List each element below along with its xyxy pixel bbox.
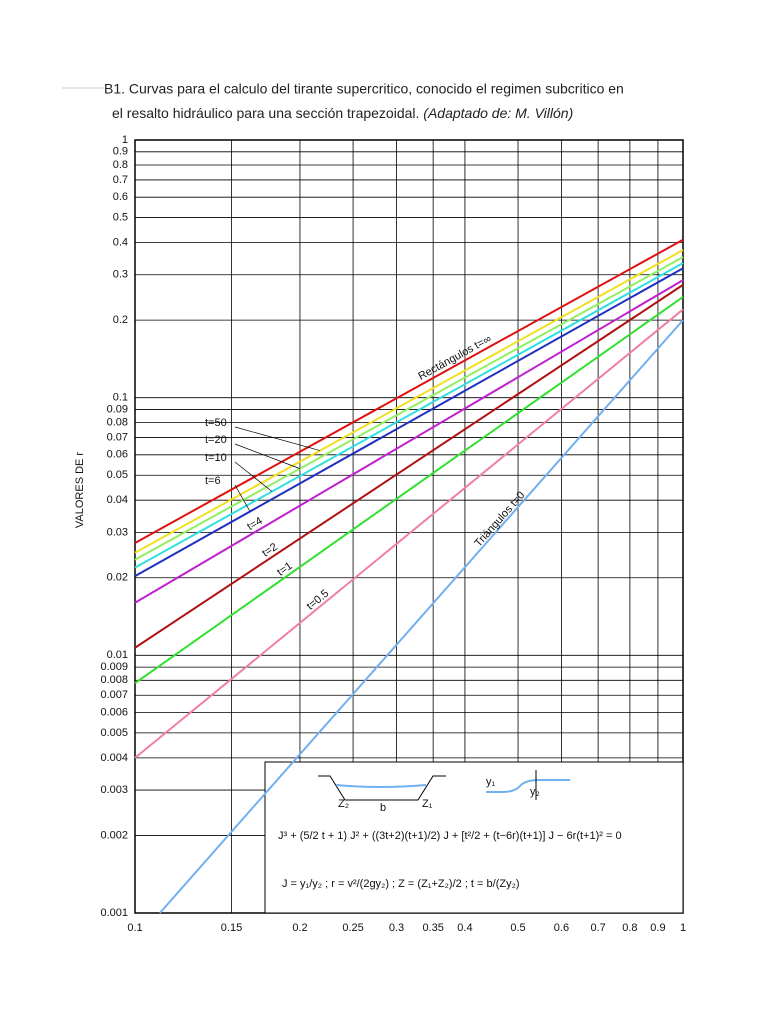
y-tick-label: 0.03	[107, 526, 128, 538]
series-line	[134, 256, 684, 561]
x-tick-label: 0.4	[457, 922, 472, 934]
definitions: J = y₁/y₂ ; r = v²/(2gy₂) ; Z = (Z₁+Z₂)/…	[282, 878, 520, 890]
series-label: t=6	[205, 475, 221, 487]
series-line	[159, 319, 684, 914]
x-tick-label: 0.9	[650, 922, 665, 934]
diagram-label: Z₂	[338, 798, 349, 810]
x-tick-label: 0.1	[127, 922, 142, 934]
y-tick-label: 0.9	[113, 146, 128, 158]
inset	[264, 761, 684, 914]
diagram-label: b	[380, 802, 386, 814]
water	[335, 784, 427, 788]
series-line	[134, 296, 684, 684]
series-line	[134, 267, 684, 577]
series-label: t=50	[205, 417, 227, 429]
diagram-label: y₂	[530, 786, 540, 798]
y-tick-label: 0.4	[113, 236, 128, 248]
y-tick-label: 0.05	[107, 469, 128, 481]
x-tick-label: 0.15	[221, 922, 242, 934]
y-tick-label: 0.08	[107, 417, 128, 429]
x-tick-label: 0.6	[554, 922, 569, 934]
y-tick-label: 0.8	[113, 159, 128, 171]
diagram-label: Z₁	[422, 798, 433, 810]
y-tick-label: 0.07	[107, 431, 128, 443]
inset-box	[264, 761, 684, 914]
series-line	[134, 238, 684, 544]
diagram-label: y₁	[486, 776, 496, 788]
x-tick-label: 0.7	[590, 922, 605, 934]
x-tick-label: 0.5	[510, 922, 525, 934]
y-tick-label: 0.09	[107, 403, 128, 415]
series-line	[134, 279, 684, 604]
y-axis-label: VALORES DE r	[74, 452, 86, 529]
x-tick-label: 0.25	[342, 922, 363, 934]
y-tick-label: 0.008	[100, 674, 128, 686]
y-tick-label: 0.7	[113, 174, 128, 186]
x-tick-label: 1	[680, 922, 686, 934]
y-tick-label: 0.002	[100, 829, 128, 841]
series-line	[134, 308, 684, 759]
y-tick-label: 1	[122, 134, 128, 146]
title-line: el resalto hidráulico para una sección t…	[112, 105, 573, 121]
title-line-2: el resalto hidráulico para una sección t…	[112, 105, 419, 121]
series-line	[134, 262, 684, 569]
y-tick-label: 0.006	[100, 706, 128, 718]
series-label: t=1	[275, 560, 295, 579]
leader-line	[234, 426, 321, 451]
series-label: t=2	[260, 541, 280, 560]
jump	[486, 779, 570, 793]
y-tick-label: 0.02	[107, 572, 128, 584]
y-tick-label: 0.009	[100, 661, 128, 673]
y-tick-label: 0.6	[113, 191, 128, 203]
leader-line	[234, 461, 273, 492]
y-tick-label: 0.003	[100, 784, 128, 796]
series-label: t=20	[205, 434, 227, 446]
series-label: t=4	[245, 515, 265, 533]
channel	[318, 775, 446, 801]
series-line	[134, 249, 684, 554]
leader-line	[234, 443, 301, 469]
y-tick-label: 0.005	[100, 727, 128, 739]
series-line	[134, 284, 684, 649]
x-tick-label: 0.2	[292, 922, 307, 934]
y-tick-label: 0.04	[107, 494, 128, 506]
equation: J³ + (5/2 t + 1) J² + ((3t+2)(t+1)/2) J …	[278, 830, 622, 842]
x-tick-label: 0.3	[389, 922, 404, 934]
y-tick-label: 0.001	[100, 907, 128, 919]
y-tick-label: 0.007	[100, 689, 128, 701]
y-tick-label: 0.5	[113, 211, 128, 223]
title-line: B1. Curvas para el calculo del tirante s…	[104, 81, 624, 97]
series-label: Triángulos t=0	[472, 489, 527, 549]
x-tick-label: 0.35	[422, 922, 443, 934]
x-tick-label: 0.8	[622, 922, 637, 934]
y-tick-label: 0.01	[107, 649, 128, 661]
subtitle: (Adaptado de: M. Villón)	[423, 105, 573, 121]
y-tick-label: 0.004	[100, 752, 128, 764]
y-tick-label: 0.1	[113, 392, 128, 404]
inset-content: Z₂ b Z₁ y₁ y₂ J³ + (5/2 t + 1) J² + ((3t…	[278, 770, 622, 890]
leader-line	[234, 484, 251, 512]
series-label: t=10	[205, 452, 227, 464]
y-tick-label: 0.3	[113, 269, 128, 281]
y-tick-label: 0.06	[107, 449, 128, 461]
y-tick-label: 0.2	[113, 314, 128, 326]
